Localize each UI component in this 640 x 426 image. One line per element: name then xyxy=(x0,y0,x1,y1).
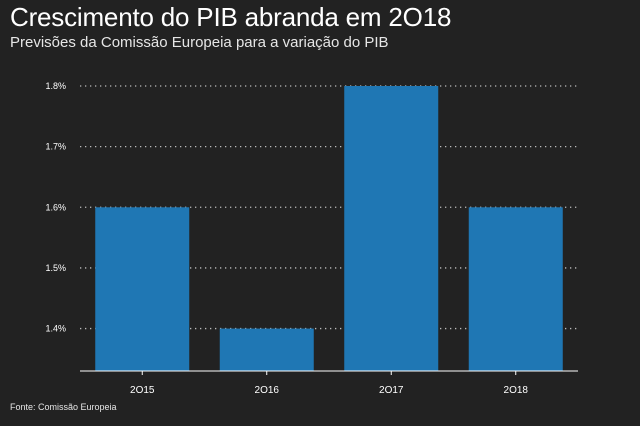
chart-subtitle: Previsões da Comissão Europeia para a va… xyxy=(10,34,389,51)
x-tick-label: 2O17 xyxy=(379,385,404,396)
bar-2O17 xyxy=(344,86,439,371)
x-tick-label: 2O16 xyxy=(255,385,280,396)
y-tick-label: 1.6% xyxy=(45,202,66,212)
y-tick-label: 1.8% xyxy=(45,81,66,91)
bar-2O15 xyxy=(95,207,190,371)
x-tick-label: 2O18 xyxy=(504,385,529,396)
bar-2O18 xyxy=(468,207,563,371)
chart-title: Crescimento do PIB abranda em 2O18 xyxy=(10,2,452,32)
source-note: Fonte: Comissão Europeia xyxy=(10,402,117,412)
axis-layer: 1.4% 1.5% 1.6% 1.7% 1.8% 2O15 2O16 2O17 2O18 xyxy=(45,81,578,396)
y-tick-label: 1.5% xyxy=(45,263,66,273)
y-tick-label: 1.4% xyxy=(45,324,66,334)
y-tick-label: 1.7% xyxy=(45,142,66,152)
x-tick-label: 2O15 xyxy=(130,385,155,396)
bar-layer xyxy=(95,86,563,371)
bar-2O16 xyxy=(219,328,314,371)
